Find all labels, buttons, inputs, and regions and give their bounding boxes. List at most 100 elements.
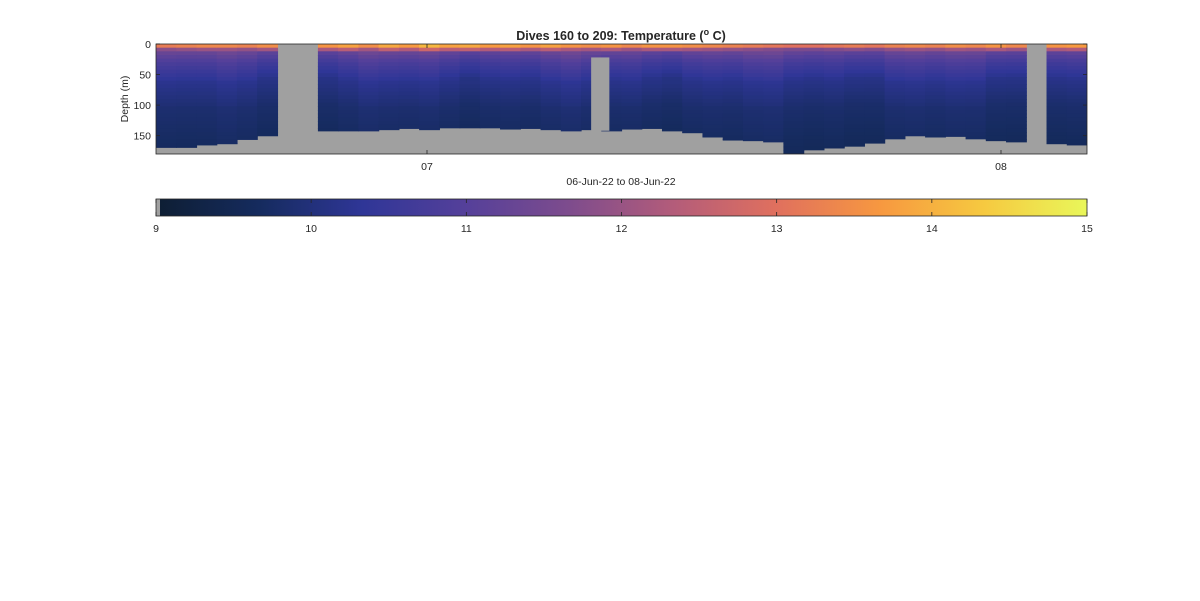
heatmap-column — [965, 44, 987, 140]
heatmap-cell — [479, 77, 501, 82]
heatmap-cell — [965, 55, 987, 60]
heatmap-cell — [560, 113, 582, 118]
heatmap-cell — [925, 128, 946, 133]
heatmap-cell — [236, 117, 258, 122]
heatmap-cell — [317, 77, 339, 82]
heatmap-cell — [236, 135, 258, 140]
heatmap-cell — [317, 128, 339, 132]
heatmap-cell — [864, 88, 886, 93]
heatmap-cell — [459, 102, 481, 107]
heatmap-cell — [742, 132, 764, 137]
heatmap-cell — [925, 66, 946, 71]
heatmap-cell — [459, 69, 481, 74]
heatmap-cell — [196, 110, 218, 115]
heatmap-cell — [398, 44, 420, 49]
heatmap-cell — [419, 106, 440, 111]
heatmap-column — [398, 44, 420, 129]
heatmap-cell — [459, 124, 481, 129]
heatmap-cell — [520, 113, 542, 118]
heatmap-cell — [823, 106, 845, 111]
heatmap-cell — [398, 69, 420, 74]
heatmap-cell — [742, 121, 764, 126]
x-tick-label-07: 07 — [421, 161, 433, 173]
heatmap-cell — [156, 102, 177, 107]
heatmap-cell — [945, 51, 967, 56]
heatmap-cell — [985, 139, 1007, 142]
heatmap-cell — [378, 102, 400, 107]
heatmap-cell — [156, 128, 177, 133]
heatmap-cell — [763, 139, 785, 143]
heatmap-cell — [439, 110, 461, 115]
heatmap-cell — [439, 51, 461, 56]
heatmap-cell — [520, 124, 542, 129]
heatmap-cell — [965, 58, 987, 63]
heatmap-cell — [520, 73, 542, 78]
heatmap-cell — [378, 117, 400, 122]
heatmap-cell — [702, 113, 724, 118]
heatmap-cell — [682, 51, 704, 56]
heatmap-cell — [459, 117, 481, 122]
heatmap-cell — [1046, 106, 1068, 111]
heatmap-cell — [985, 113, 1007, 118]
heatmap-cell — [540, 124, 562, 129]
heatmap-cell — [945, 58, 967, 63]
heatmap-cell — [216, 69, 238, 74]
heatmap-cell — [621, 128, 643, 130]
heatmap-cell — [985, 51, 1007, 56]
heatmap-cell — [742, 66, 764, 71]
heatmap-cell — [156, 88, 177, 93]
colorbar-ticks: 9 10 11 12 13 14 15 — [153, 199, 1093, 235]
heatmap-cell — [884, 58, 906, 63]
heatmap-cell — [156, 135, 177, 140]
heatmap-cell — [317, 73, 339, 78]
heatmap-cell — [823, 62, 845, 67]
heatmap-cell — [722, 139, 744, 141]
heatmap-cell — [864, 51, 886, 56]
heatmap-cell — [985, 62, 1007, 67]
heatmap-cell — [560, 51, 582, 56]
heatmap-cell — [459, 55, 481, 60]
y-tick-label: 0 — [145, 39, 151, 51]
heatmap-cell — [1066, 102, 1087, 107]
heatmap-cell — [783, 99, 805, 104]
heatmap-cell — [398, 47, 420, 52]
heatmap-cell — [823, 113, 845, 118]
heatmap-column — [763, 44, 785, 143]
heatmap-column — [641, 44, 663, 129]
heatmap-cell — [540, 95, 562, 100]
heatmap-cell — [378, 91, 400, 96]
heatmap-cell — [581, 47, 602, 52]
heatmap-cell — [803, 135, 825, 140]
heatmap-cell — [985, 80, 1007, 85]
heatmap-cell — [236, 58, 258, 63]
heatmap-cell — [500, 66, 521, 71]
heatmap-cell — [965, 91, 987, 96]
heatmap-cell — [398, 124, 420, 129]
heatmap-cell — [844, 66, 865, 71]
heatmap-cell — [904, 91, 926, 96]
heatmap-cell — [358, 88, 380, 93]
heatmap-cell — [763, 88, 785, 93]
heatmap-cell — [803, 110, 825, 115]
heatmap-cell — [844, 73, 865, 78]
heatmap-cell — [439, 55, 461, 60]
heatmap-cell — [520, 117, 542, 122]
heatmap-cell — [560, 88, 582, 93]
heatmap-cell — [621, 44, 643, 49]
heatmap-cell — [540, 128, 562, 131]
heatmap-cell — [459, 47, 481, 52]
heatmap-cell — [722, 51, 744, 56]
heatmap-cell — [1006, 117, 1027, 122]
heatmap-cell — [925, 80, 946, 85]
heatmap-cell — [965, 113, 987, 118]
heatmap-cell — [742, 80, 764, 85]
heatmap-cell — [702, 55, 724, 60]
heatmap-cell — [358, 55, 380, 60]
heatmap-cell — [884, 55, 906, 60]
heatmap-cell — [682, 102, 704, 107]
heatmap-cell — [358, 51, 380, 56]
heatmap-cell — [682, 55, 704, 60]
heatmap-cell — [985, 95, 1007, 100]
heatmap-cell — [398, 77, 420, 82]
heatmap-cell — [1066, 117, 1087, 122]
